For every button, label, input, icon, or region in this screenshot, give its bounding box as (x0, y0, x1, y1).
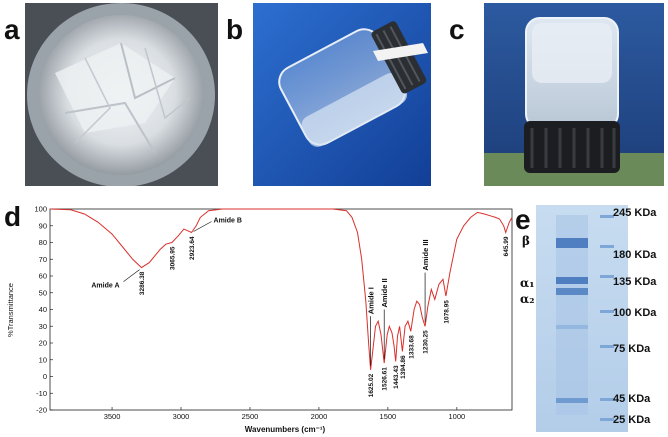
ftir-y-tick-label: 0 (43, 372, 47, 381)
ftir-peak-label: 1625.02 (368, 373, 375, 397)
ftir-series-line (49, 208, 513, 370)
gel-marker-135: 135 KDa (613, 276, 657, 288)
ftir-peak-label: 1394.86 (400, 355, 407, 379)
band-beta (556, 238, 588, 248)
ftir-y-tick-label: 40 (39, 305, 47, 314)
ftir-x-tick-label: 3500 (104, 412, 121, 421)
panel-label-c: c (449, 14, 465, 45)
ftir-annotation-leader (123, 269, 140, 282)
ftir-y-tick-label: 100 (34, 205, 47, 214)
ftir-peak-label: 1443.43 (393, 365, 400, 389)
band-alpha1 (556, 277, 588, 284)
band-alpha2 (556, 288, 588, 295)
gel-marker-100: 100 KDa (613, 307, 657, 319)
ftir-y-tick-label: -20 (36, 406, 47, 415)
ftir-y-tick-label: 90 (39, 221, 47, 230)
gel-marker-75: 75 KDa (613, 343, 651, 355)
ftir-y-tick-label: 60 (39, 272, 47, 281)
photo-collagen-solution-vial (253, 3, 431, 186)
ftir-annotation-label: Amide I (367, 287, 376, 314)
ftir-annotation-label: Amide A (91, 283, 119, 290)
photo-collagen-gel-inverted-vial (484, 3, 664, 186)
ftir-annotations: Amide A Amide B Amide I Amide II Amide III (91, 217, 430, 366)
ftir-annotation-leader (193, 221, 212, 232)
ftir-data-labels: 3286.38 3065.95 2923.64 1625.02 1526.61 1443.… (139, 236, 510, 397)
ftir-y-tick-label: 10 (39, 355, 47, 364)
ftir-y-tick-label: 50 (39, 288, 47, 297)
ftir-x-tick-label: 2000 (311, 412, 328, 421)
panel-label-e: e (515, 204, 531, 235)
panel-label-b: b (226, 14, 244, 45)
ftir-x-tick-label: 3000 (173, 412, 190, 421)
gel-band-label-alpha1: α₁ (520, 276, 535, 290)
ftir-peak-label: 1333.68 (408, 335, 415, 359)
ftir-x-tick-label: 1500 (380, 412, 397, 421)
ftir-peak-label: 1230.25 (423, 330, 430, 354)
gel-band-label-beta: β (522, 234, 530, 248)
ftir-x-tick-label: 1000 (448, 412, 465, 421)
ftir-y-tick-label: 80 (39, 238, 47, 247)
gel-band-label-alpha2: α₂ (520, 292, 535, 306)
ftir-peak-label: 1526.61 (382, 367, 389, 391)
ftir-y-tick-label: 30 (39, 322, 47, 331)
gel-marker-245: 245 KDa (613, 207, 657, 219)
ftir-y-tick-label: 20 (39, 339, 47, 348)
ftir-x-axis-label: Wavenumbers (cm⁻¹) (245, 425, 326, 434)
gel-marker-25: 25 KDa (613, 414, 651, 426)
ftir-peak-label: 3065.95 (169, 246, 176, 270)
panel-label-a: a (4, 14, 20, 45)
ftir-peak-label: 645.99 (503, 236, 510, 256)
ftir-y-tick-label: 70 (39, 255, 47, 264)
ftir-annotation-label: Amide III (421, 239, 430, 270)
sds-page-gel (536, 205, 628, 432)
panel-label-d: d (4, 201, 22, 232)
photo-collagen-sponge (25, 3, 218, 186)
ftir-peak-label: 2923.64 (189, 236, 196, 260)
ftir-y-axis-label: %Transmittance (6, 283, 15, 337)
ftir-peak-label: 3286.38 (139, 271, 146, 295)
ftir-annotation-label: Amide II (380, 278, 389, 307)
gel-marker-180: 180 KDa (613, 249, 657, 261)
ftir-x-tick-label: 2500 (242, 412, 259, 421)
ftir-series (49, 208, 513, 370)
ftir-peak-label: 1078.95 (443, 300, 450, 324)
gel-marker-45: 45 KDa (613, 393, 651, 405)
ftir-annotation-label: Amide B (214, 217, 242, 224)
ftir-y-tick-label: -10 (36, 389, 47, 398)
